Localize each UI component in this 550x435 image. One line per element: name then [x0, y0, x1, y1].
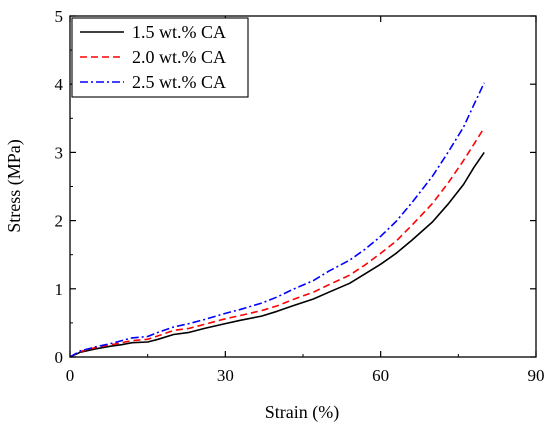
y-tick-label: 1 — [55, 280, 64, 299]
y-tick-label: 4 — [55, 75, 64, 94]
x-tick-label: 0 — [66, 366, 75, 385]
y-tick-label: 3 — [55, 143, 64, 162]
legend-label-3: 2.5 wt.% CA — [132, 72, 226, 92]
series-line-1 — [69, 151, 485, 358]
series-line-3 — [69, 82, 485, 358]
y-tick-label: 5 — [55, 7, 64, 26]
y-axis-label: Stress (MPa) — [4, 139, 25, 233]
axis-labels: Strain (%) Stress (MPa) — [4, 139, 339, 423]
legend: 1.5 wt.% CA 2.0 wt.% CA 2.5 wt.% CA — [71, 17, 249, 98]
x-tick-label: 90 — [528, 366, 545, 385]
legend-label-2: 2.0 wt.% CA — [132, 47, 226, 67]
x-tick-label: 60 — [372, 366, 389, 385]
axis-ticks: 0 30 60 90 0 1 2 3 4 5 — [55, 7, 545, 385]
x-tick-label: 30 — [217, 366, 234, 385]
legend-box — [71, 17, 249, 98]
legend-label-1: 1.5 wt.% CA — [132, 22, 226, 42]
series-line-2 — [69, 127, 485, 358]
x-axis-label: Strain (%) — [265, 402, 339, 423]
y-tick-label: 0 — [55, 348, 64, 367]
series-lines — [69, 82, 485, 358]
y-tick-label: 2 — [55, 212, 64, 231]
